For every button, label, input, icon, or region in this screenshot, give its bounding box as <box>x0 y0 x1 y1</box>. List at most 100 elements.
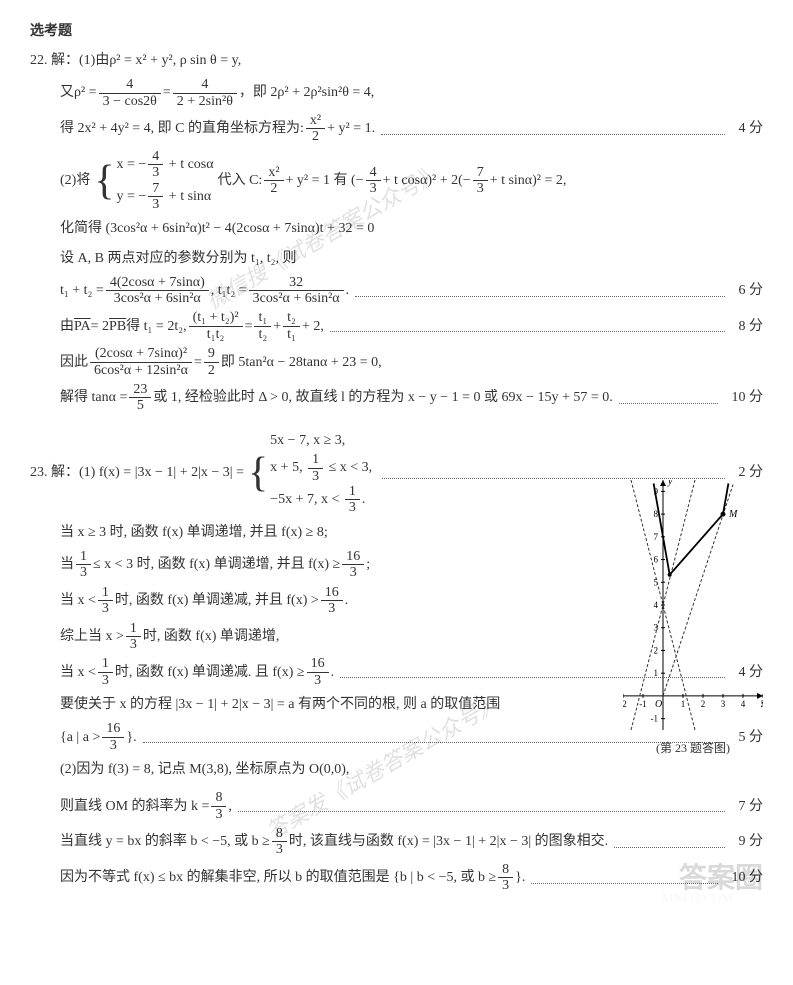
fraction: 13 <box>308 452 323 484</box>
numerator: 4(2cosα + 7sinα) <box>106 275 209 291</box>
dot-leader <box>381 123 724 135</box>
graph-svg: -2-112345-1123456789OxyM <box>623 480 763 730</box>
dot-leader <box>355 284 724 296</box>
numerator: t₂ <box>283 310 300 326</box>
text: 时, 函数 f(x) 单调递增, <box>143 624 280 649</box>
numerator: 7 <box>148 181 163 197</box>
brace-icon: { <box>94 149 114 213</box>
numerator: x² <box>306 113 325 129</box>
text: = 2 <box>91 314 109 339</box>
denominator: 3 <box>366 181 381 196</box>
text: + t sinα <box>165 189 211 204</box>
fraction: 13 <box>98 585 113 617</box>
text: ，即 2ρ² + 2ρ²sin²θ = 4, <box>239 80 374 105</box>
dot-leader <box>382 467 724 479</box>
score-label: 7 分 <box>731 794 764 819</box>
graph-caption: (第 23 题答图) <box>623 739 763 756</box>
fraction: 163 <box>342 549 364 581</box>
fraction: 73 <box>148 181 163 213</box>
fraction: 13 <box>126 621 141 653</box>
text: 5x − 7, x ≥ 3, <box>270 430 372 452</box>
numerator: 4 <box>173 77 237 93</box>
svg-text:-1: -1 <box>651 714 659 724</box>
dot-leader <box>619 392 718 404</box>
text: + y² = 1 有 (− <box>286 168 364 193</box>
numerator: 1 <box>126 621 141 637</box>
fraction: 92 <box>204 346 219 378</box>
text: 当直线 y = bx 的斜率 b < −5, 或 b ≥ <box>60 829 270 854</box>
svg-text:x: x <box>760 699 763 710</box>
numerator: 9 <box>204 346 219 362</box>
numerator: 32 <box>249 275 344 291</box>
text: 代入 C: <box>218 168 263 193</box>
fraction: 4(2cosα + 7sinα)3cos²α + 6sin²α <box>106 275 209 307</box>
text: 当 <box>60 552 74 577</box>
text: 又ρ² = <box>60 80 97 105</box>
denominator: 3 <box>76 565 91 580</box>
fraction: 235 <box>129 382 151 414</box>
text: 设 A, B 两点对应的参数分别为 t₁, t₂, 则 <box>60 246 297 271</box>
denominator: 3 <box>345 500 360 515</box>
denominator: 5 <box>129 398 151 413</box>
denominator: 3 <box>126 637 141 652</box>
text: 当 x < <box>60 660 96 685</box>
denominator: 3 <box>308 469 323 484</box>
denominator: 3 <box>342 565 364 580</box>
svg-text:4: 4 <box>654 600 659 610</box>
numerator: 4 <box>366 165 381 181</box>
text: 则直线 OM 的斜率为 k = <box>60 794 209 819</box>
text: + <box>273 314 281 339</box>
numerator: 16 <box>342 549 364 565</box>
text: + y² = 1. <box>327 116 375 141</box>
fraction: 83 <box>211 790 226 822</box>
text: = <box>245 314 253 339</box>
text: (2)将 <box>60 168 90 193</box>
text: . <box>362 492 366 507</box>
fraction: 163 <box>321 585 343 617</box>
numerator: 1 <box>345 484 360 500</box>
fraction: 73 <box>473 165 488 197</box>
denominator: 6cos²α + 12sin²α <box>90 363 192 378</box>
fraction: (t₁ + t₂)²t₁t₂ <box>189 310 243 342</box>
svg-text:1: 1 <box>681 699 686 709</box>
text: }. <box>126 725 136 750</box>
fraction: 323cos²α + 6sin²α <box>249 275 344 307</box>
fraction: x²2 <box>264 165 283 197</box>
numerator: (t₁ + t₂)² <box>189 310 243 326</box>
score-label: 8 分 <box>731 314 764 339</box>
denominator: 3cos²α + 6sin²α <box>249 291 344 306</box>
text: = <box>194 350 202 375</box>
text: 要使关于 x 的方程 |3x − 1| + 2|x − 3| = a 有两个不同… <box>60 692 500 717</box>
text: 当 x ≥ 3 时, 函数 f(x) 单调递增, 并且 f(x) ≥ 8; <box>60 520 328 545</box>
fraction: 43 − cos2θ <box>99 77 161 109</box>
fraction: 13 <box>345 484 360 516</box>
numerator: 16 <box>102 721 124 737</box>
score-label: 4 分 <box>731 116 764 141</box>
svg-text:y: y <box>667 480 673 487</box>
fraction: t₁t₂ <box>254 310 271 342</box>
denominator: 3 <box>498 878 513 893</box>
text: + t cosα <box>165 157 213 172</box>
equation-system: { x = −43 + t cosα y = −73 + t sinα <box>94 149 213 213</box>
svg-text:M: M <box>728 509 738 520</box>
denominator: 3cos²α + 6sin²α <box>106 291 209 306</box>
text: 因为不等式 f(x) ≤ bx 的解集非空, 所以 b 的取值范围是 {b | … <box>60 865 496 890</box>
denominator: 2 + 2sin²θ <box>173 94 237 109</box>
text: 因此 <box>60 350 88 375</box>
text: (2)因为 f(3) = 8, 记点 M(3,8), 坐标原点为 O(0,0), <box>60 757 349 782</box>
numerator: 8 <box>272 826 287 842</box>
svg-text:2: 2 <box>654 645 659 655</box>
text: }. <box>515 865 525 890</box>
svg-text:3: 3 <box>721 699 726 709</box>
text: {a | a > <box>60 725 100 750</box>
text: y = − <box>117 189 147 204</box>
numerator: t₁ <box>254 310 271 326</box>
denominator: 3 <box>307 673 329 688</box>
denominator: 3 <box>272 842 287 857</box>
text: + t sinα)² = 2, <box>490 168 567 193</box>
fraction: x²2 <box>306 113 325 145</box>
piecewise-function: { 5x − 7, x ≥ 3, x + 5, 13 ≤ x < 3, −5x … <box>248 430 372 516</box>
denominator: 3 − cos2θ <box>99 94 161 109</box>
text: 即 5tan²α − 28tanα + 23 = 0, <box>221 350 382 375</box>
numerator: 4 <box>148 149 163 165</box>
